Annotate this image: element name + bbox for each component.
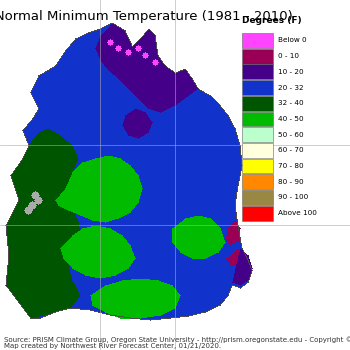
Text: 70 - 80: 70 - 80 [278, 163, 303, 169]
Text: Degrees (F): Degrees (F) [242, 16, 301, 26]
Text: 40 - 50: 40 - 50 [278, 116, 303, 122]
Text: 20 - 32: 20 - 32 [278, 85, 303, 91]
Bar [242, 174, 273, 189]
Bar [242, 206, 273, 220]
Text: 10 - 20: 10 - 20 [278, 69, 303, 75]
Bar [242, 64, 273, 79]
Text: 90 - 100: 90 - 100 [278, 195, 308, 201]
Bar [242, 127, 273, 142]
Text: April Normal Minimum Temperature (1981 - 2010): April Normal Minimum Temperature (1981 -… [0, 10, 292, 23]
Bar [242, 33, 273, 48]
Bar [242, 96, 273, 111]
Text: 32 - 40: 32 - 40 [278, 100, 303, 106]
Bar [242, 112, 273, 126]
Text: 0 - 10: 0 - 10 [278, 53, 299, 59]
Text: Above 100: Above 100 [278, 210, 316, 216]
Bar [242, 80, 273, 95]
Text: Source: PRISM Climate Group, Oregon State University - http://prism.oregonstate.: Source: PRISM Climate Group, Oregon Stat… [4, 337, 350, 343]
Text: 60 - 70: 60 - 70 [278, 147, 303, 153]
Text: 80 - 90: 80 - 90 [278, 179, 303, 185]
Bar [242, 159, 273, 174]
Text: Map created by Northwest River Forecast Center, 01/21/2020.: Map created by Northwest River Forecast … [4, 343, 220, 349]
Bar [242, 143, 273, 158]
Bar [242, 190, 273, 205]
Text: Below 0: Below 0 [278, 37, 306, 43]
Text: 50 - 60: 50 - 60 [278, 132, 303, 138]
Bar [242, 49, 273, 63]
